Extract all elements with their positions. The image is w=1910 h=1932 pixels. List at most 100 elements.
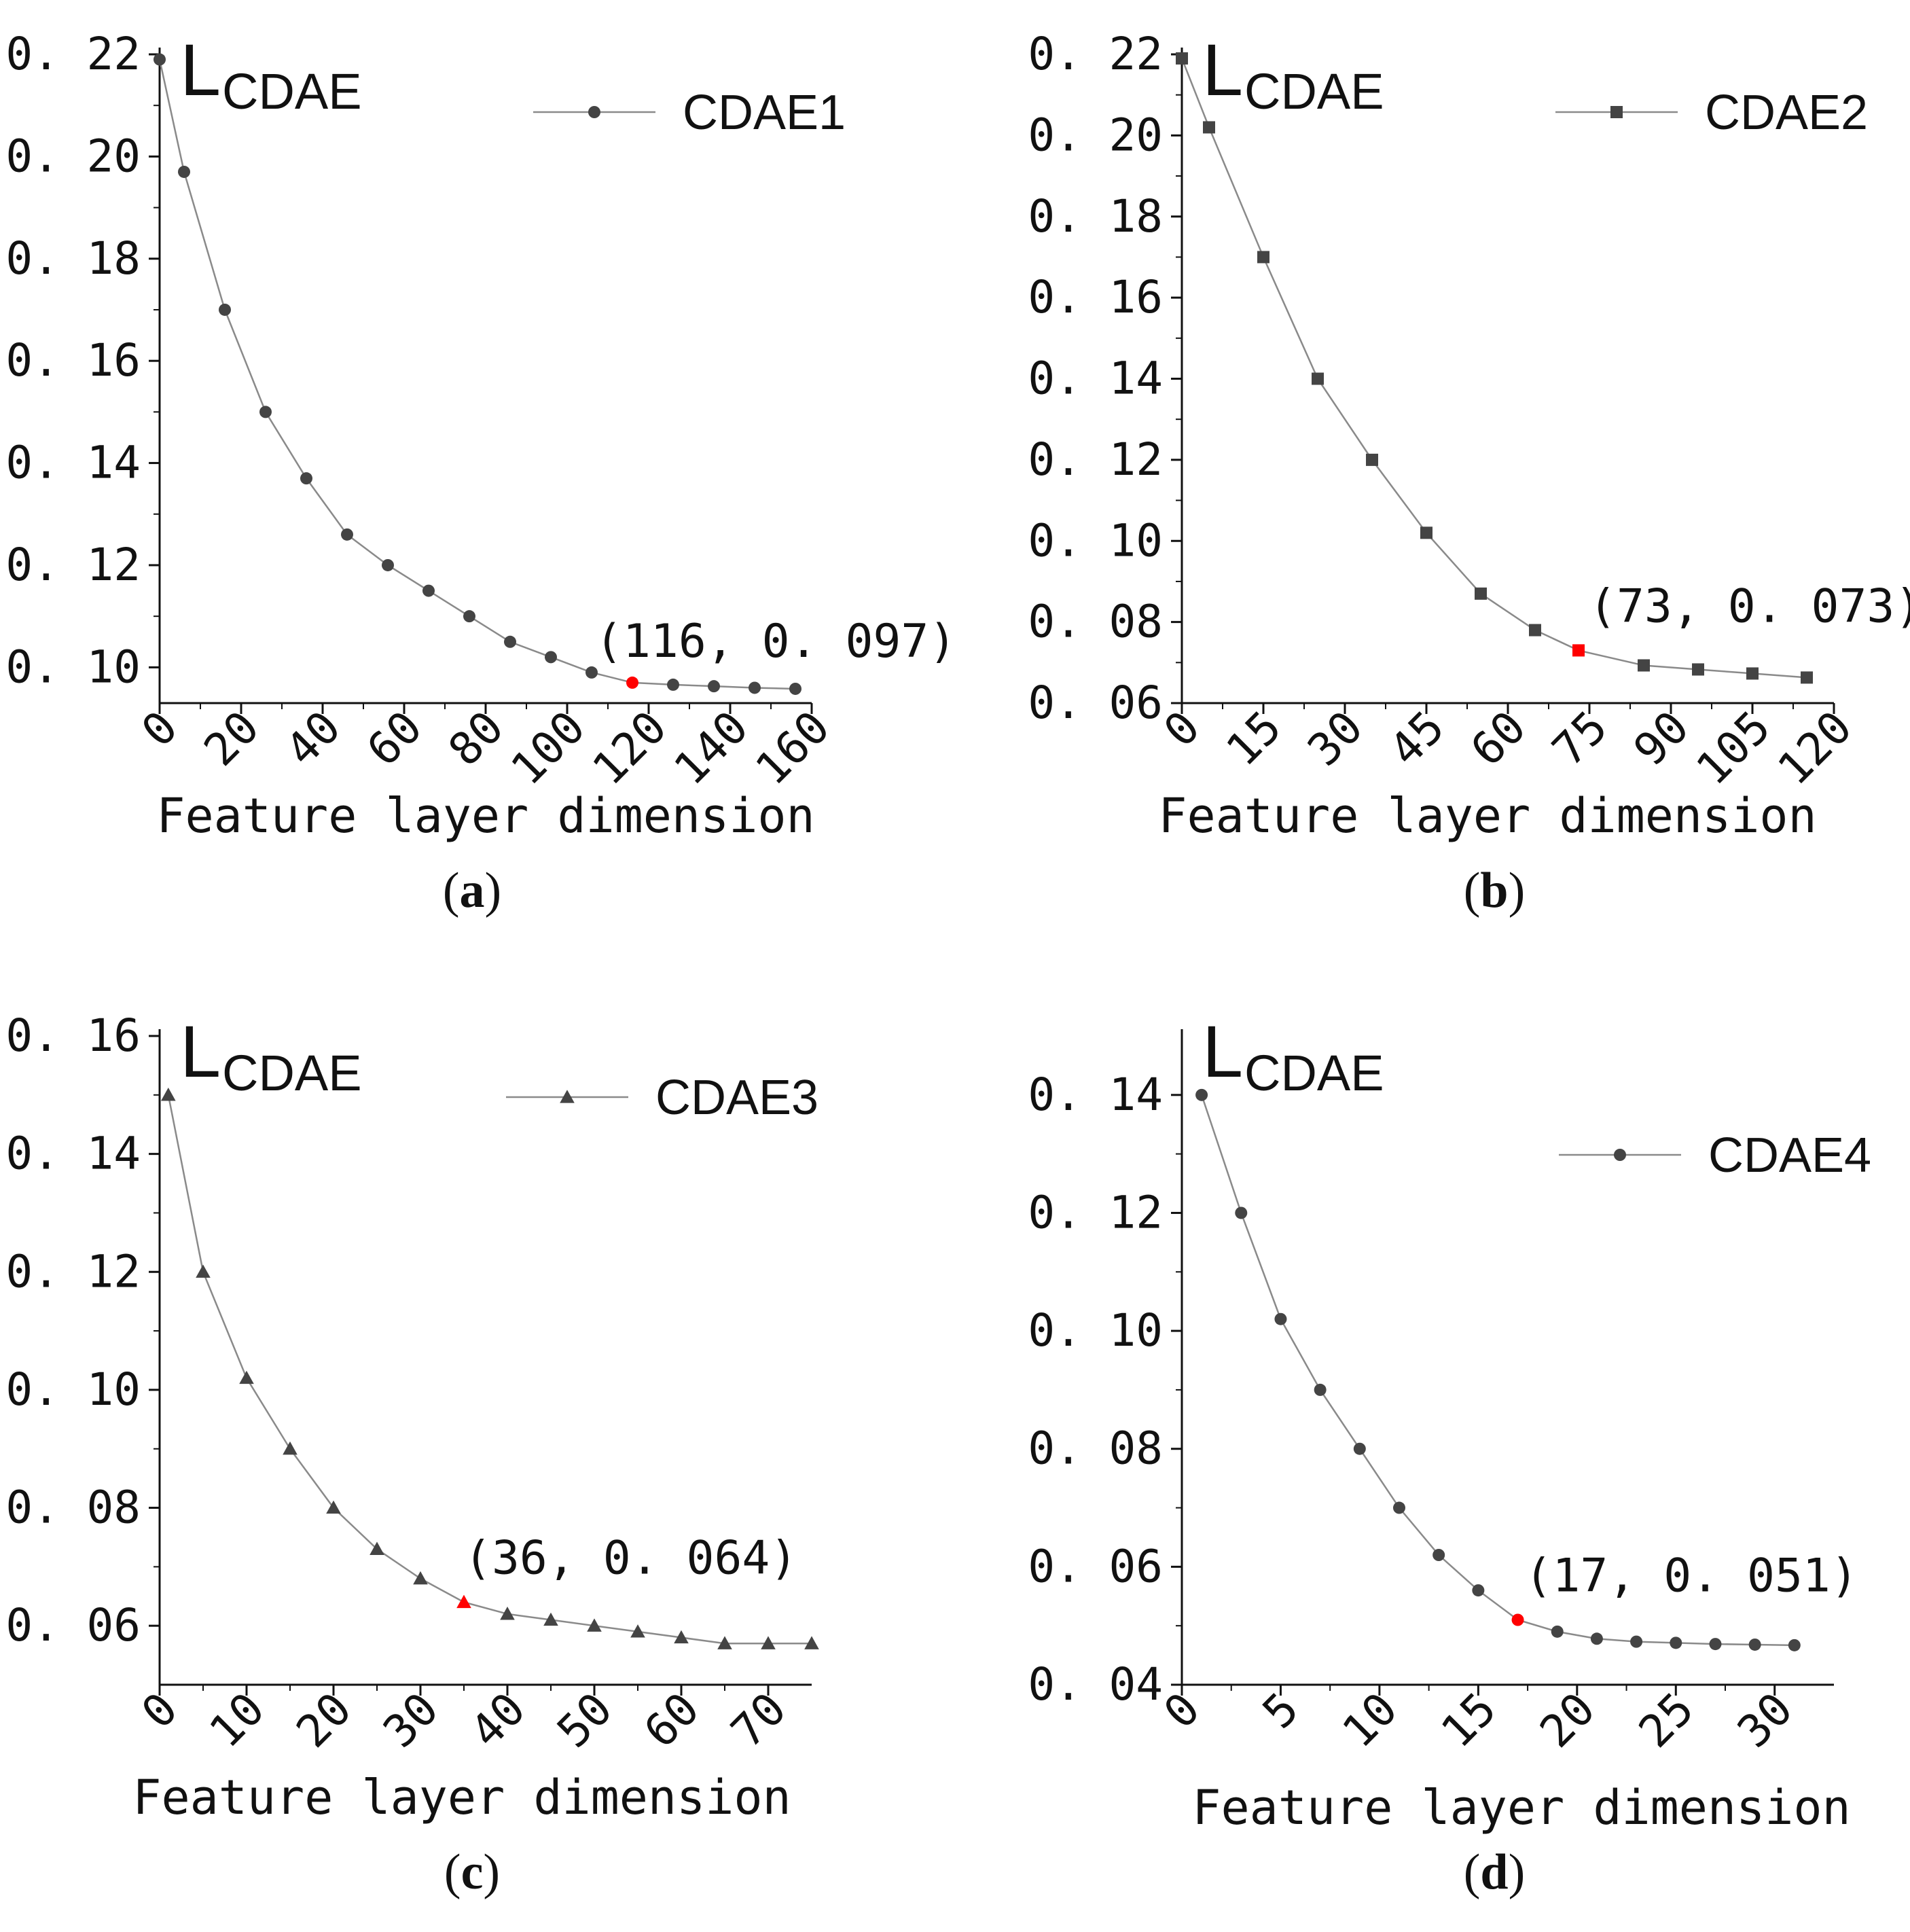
legend-marker [1610,106,1623,118]
x-tick-label: 90 [1624,701,1699,776]
chart-panel-b: 0. 06 0. 08 0. 10 0. 12 0. 14 0. 16 0. 18 0. 20… [1028,28,1910,918]
x-tick-label: 25 [1629,1683,1704,1758]
y-axis-title-subscript: CDAE [222,1045,362,1101]
x-tick-label: 60 [357,701,433,776]
data-point [1788,1639,1801,1651]
y-tick-label: 0. 08 [5,1482,141,1534]
y-tick-label: 0. 10 [1028,514,1163,567]
data-point [630,1624,645,1638]
x-tick-label: 20 [1530,1683,1605,1758]
data-point [1748,1638,1761,1651]
x-axis-label: Feature layer dimension [132,1770,791,1825]
x-axis-label: Feature layer dimension [1192,1780,1850,1836]
data-point [1630,1635,1643,1648]
data-point [1274,1312,1287,1325]
data-point [239,1370,254,1384]
data-point [413,1571,428,1585]
x-tick-label: 30 [1727,1683,1803,1758]
x-tick-label: 15 [1431,1683,1507,1758]
x-tick-label: 120 [583,701,677,795]
y-tick-label: 0. 20 [5,130,141,182]
x-tick-label: 160 [746,701,840,795]
series-line-CDAE1 [158,59,796,690]
x-axis-label: Feature layer dimension [1158,788,1816,844]
data-point [749,681,761,694]
y-axis-title: L [180,29,221,111]
x-tick-label: 15 [1217,701,1292,776]
y-tick-label: 0. 22 [5,28,141,80]
data-point [587,1618,602,1632]
series-line-CDAE3 [167,1094,812,1645]
data-point [543,1612,558,1626]
y-tick-label: 0. 08 [1028,596,1163,648]
y-axis-title: L [180,1010,221,1092]
data-point [504,635,516,648]
y-axis-title-subscript: CDAE [1244,63,1384,120]
panel-caption: (b) [1464,863,1525,918]
data-point [1393,1501,1405,1514]
legend-label: CDAE4 [1708,1128,1871,1183]
x-tick-label: 10 [200,1683,275,1758]
data-point [463,610,475,623]
y-tick-label: 0. 12 [1028,1186,1163,1238]
y-tick-label: 0. 14 [1028,353,1163,405]
data-point [1176,52,1188,65]
data-point [1420,526,1432,539]
panel-caption: (d) [1464,1844,1525,1900]
x-tick-label: 75 [1543,701,1618,776]
data-point [761,1636,776,1649]
legend-label: CDAE3 [655,1071,818,1125]
data-point [674,1630,689,1644]
y-tick-label: 0. 10 [5,641,141,693]
y-axis-title: L [1202,29,1243,111]
data-point [1590,1632,1603,1645]
x-axis-label: Feature layer dimension [156,788,814,844]
highlight-annotation: (36, 0. 064) [464,1531,797,1585]
data-point [1801,671,1813,684]
legend: CDAE3 [506,1071,818,1125]
data-point [154,53,166,66]
data-point [341,528,353,541]
highlight-point [626,676,638,689]
x-tick-label: 100 [501,701,596,795]
y-tick-label: 0. 16 [1028,271,1163,323]
data-point [1195,1088,1208,1101]
data-point [1709,1638,1722,1651]
data-point [161,1088,176,1101]
y-tick-label: 0. 06 [1028,677,1163,729]
y-tick-label: 0. 18 [1028,190,1163,243]
data-point [1670,1636,1682,1649]
legend-marker [560,1090,575,1103]
data-point [178,165,190,178]
panel-caption: (c) [444,1844,500,1900]
y-axis-title-subscript: CDAE [1244,1045,1384,1101]
x-tick-label: 45 [1380,701,1455,776]
x-tick-label: 140 [664,701,759,795]
data-point [259,406,272,418]
data-point [1314,1383,1327,1396]
data-point [1551,1625,1564,1638]
x-tick-label: 20 [194,701,270,776]
data-point [1638,659,1650,672]
data-point [219,303,231,316]
data-point [422,584,435,597]
data-point [804,1636,819,1649]
data-point [1472,1584,1485,1597]
y-tick-label: 0. 12 [1028,433,1163,486]
chart-panel-a: 0. 100. 120. 140. 160. 180. 200. 220 20 40… [5,28,956,918]
legend: CDAE1 [533,86,846,140]
data-point [370,1541,384,1555]
highlight-annotation: (116, 0. 097) [595,615,956,668]
data-point [382,558,394,571]
highlight-point [1511,1613,1524,1626]
x-tick-label: 80 [439,701,514,776]
x-tick-label: 40 [276,701,351,776]
data-point [1353,1442,1366,1455]
y-tick-label: 0. 14 [1028,1069,1163,1121]
x-tick-label: 120 [1768,701,1862,795]
y-tick-label: 0. 16 [5,1009,141,1062]
legend: CDAE4 [1559,1128,1871,1183]
highlight-point [456,1594,471,1609]
x-tick-label: 70 [721,1683,797,1758]
y-tick-label: 0. 14 [5,437,141,489]
